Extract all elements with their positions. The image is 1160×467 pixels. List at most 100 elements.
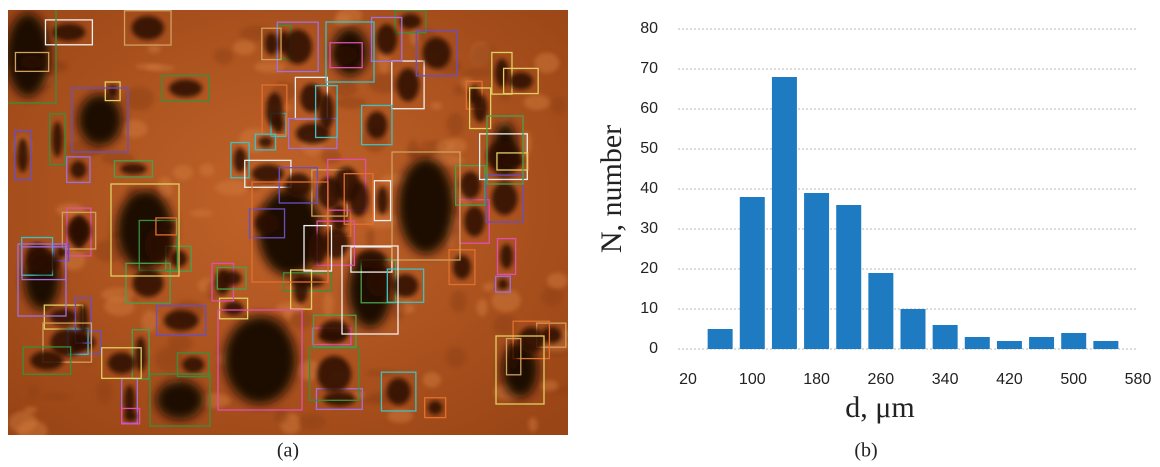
particle xyxy=(124,410,137,422)
texture-spot xyxy=(61,248,86,271)
texture-spot xyxy=(123,87,154,111)
micrograph xyxy=(8,10,568,435)
detection-box xyxy=(309,347,360,401)
bar xyxy=(707,329,733,349)
particle xyxy=(398,158,454,254)
y-tick-label: 80 xyxy=(640,20,658,37)
bar xyxy=(1029,337,1055,349)
texture-spot xyxy=(214,48,233,65)
detection-box xyxy=(386,268,425,303)
detection-box xyxy=(468,87,492,130)
detection-box xyxy=(176,352,210,378)
bar xyxy=(1093,341,1119,349)
particle xyxy=(318,93,334,130)
particle xyxy=(348,181,369,217)
texture-spot xyxy=(491,288,521,313)
texture-spot xyxy=(141,309,159,333)
particle xyxy=(497,278,509,290)
bar xyxy=(1061,333,1087,349)
texture-spot xyxy=(121,119,148,138)
particle xyxy=(224,316,296,404)
x-tick-label: 260 xyxy=(868,371,895,388)
detection-box xyxy=(216,266,247,290)
bar xyxy=(771,77,797,349)
particle xyxy=(223,301,244,316)
detection-box xyxy=(502,67,539,95)
x-tick-label: 100 xyxy=(739,371,766,388)
detection-box xyxy=(278,167,319,204)
texture-spot xyxy=(450,290,467,313)
detection-box xyxy=(290,269,313,310)
texture-spot xyxy=(323,292,334,317)
texture-spot xyxy=(368,73,402,94)
texture-spot xyxy=(173,165,193,180)
particle xyxy=(319,320,350,343)
x-tick-label: 20 xyxy=(679,371,697,388)
detection-box xyxy=(66,156,91,184)
detection-box xyxy=(101,347,142,380)
texture-spot xyxy=(528,417,538,432)
detection-box xyxy=(248,208,286,239)
texture-spot xyxy=(407,140,419,160)
particle xyxy=(120,163,147,175)
x-tick-label: 180 xyxy=(803,371,830,388)
texture-spot xyxy=(158,176,173,199)
particle xyxy=(472,94,488,123)
particle xyxy=(258,136,273,148)
texture-spot xyxy=(492,314,517,336)
texture-spot xyxy=(232,40,256,56)
texture-spot xyxy=(198,393,231,408)
particle xyxy=(392,274,419,298)
texture-spot xyxy=(446,112,464,137)
texture-spot xyxy=(56,203,85,217)
detection-box xyxy=(341,245,399,335)
detection-box xyxy=(113,160,154,178)
particle xyxy=(20,55,44,69)
particle xyxy=(233,147,247,173)
texture-spot xyxy=(523,94,550,111)
particle xyxy=(308,232,328,265)
particle xyxy=(317,355,352,393)
texture-spot xyxy=(546,272,568,289)
particle xyxy=(508,72,533,90)
bar xyxy=(932,325,958,349)
particle xyxy=(78,94,122,146)
texture-spot xyxy=(499,90,511,102)
y-axis-label: N, number xyxy=(595,125,628,253)
texture-spot xyxy=(470,43,497,68)
texture-spot xyxy=(460,77,474,90)
x-tick-label: 420 xyxy=(996,371,1023,388)
y-tick-label: 0 xyxy=(649,340,658,357)
texture-spot xyxy=(321,149,342,165)
particle xyxy=(264,32,279,55)
detection-box xyxy=(110,183,180,277)
texture-spot xyxy=(41,393,71,401)
texture-spot xyxy=(534,52,560,73)
particle xyxy=(357,250,386,269)
detection-box xyxy=(495,275,511,293)
detection-box xyxy=(125,262,171,304)
texture-spot xyxy=(422,372,441,388)
x-axis-label: d, μm xyxy=(845,391,914,424)
detection-box xyxy=(155,305,207,337)
texture-spot xyxy=(334,14,353,28)
detection-box xyxy=(423,397,447,419)
particle xyxy=(144,227,172,263)
texture-spot xyxy=(520,131,532,156)
particle xyxy=(77,304,89,337)
detection-box xyxy=(138,219,179,272)
texture-spot xyxy=(365,228,375,247)
detection-box xyxy=(14,129,32,181)
detection-box xyxy=(505,337,522,376)
detection-box xyxy=(244,159,292,188)
particle xyxy=(254,213,280,234)
x-tick-label: 500 xyxy=(1060,371,1087,388)
detection-box xyxy=(123,10,172,46)
particle xyxy=(501,155,524,168)
texture-spot xyxy=(199,163,215,177)
detection-box xyxy=(391,60,425,110)
particle xyxy=(50,308,78,326)
y-tick-label: 60 xyxy=(640,100,658,117)
